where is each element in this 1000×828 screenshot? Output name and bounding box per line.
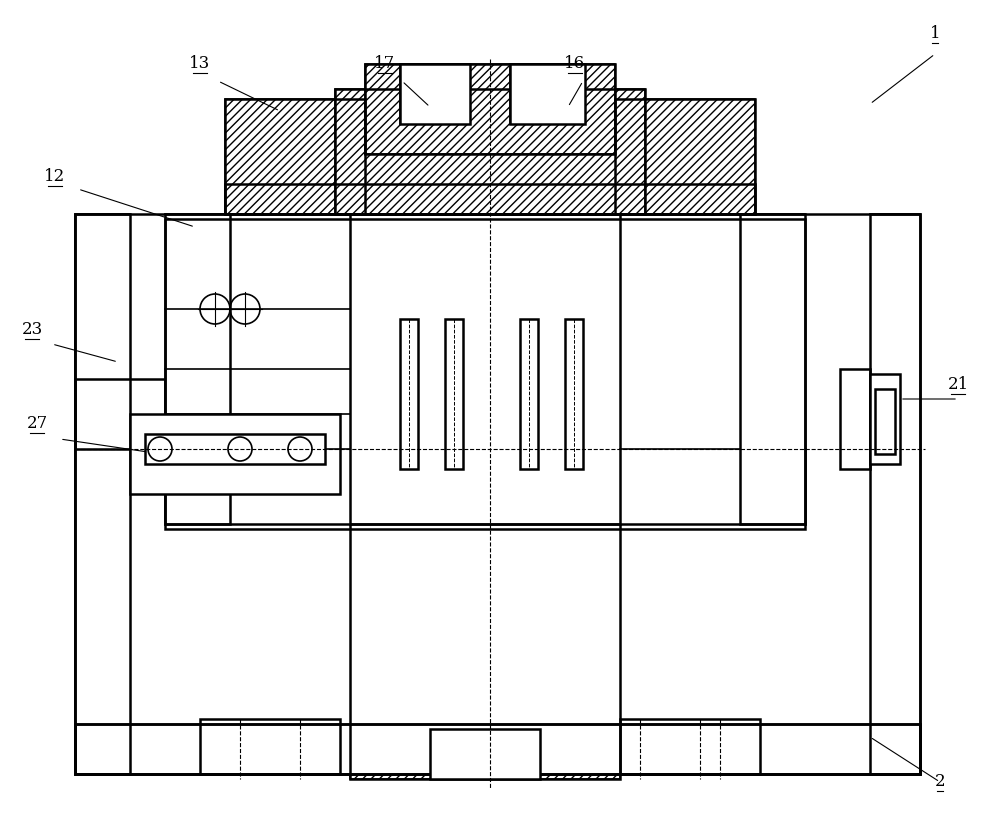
Text: 16: 16 [564,55,586,72]
Bar [130,415,340,494]
Bar [400,65,470,125]
Bar [165,450,805,529]
Bar [510,65,585,125]
Bar [225,100,365,214]
Bar [225,185,755,214]
Bar [400,65,470,125]
Bar [350,214,620,524]
Bar [75,724,920,774]
Text: 2: 2 [935,772,945,789]
Bar [165,214,230,524]
Bar [840,369,870,469]
Bar [870,214,920,774]
Bar [75,214,920,774]
Bar [875,389,895,455]
Text: 12: 12 [44,168,66,185]
Bar [520,320,538,469]
Text: 13: 13 [189,55,211,72]
Bar [350,460,620,779]
Bar [75,724,920,774]
Bar [365,65,615,155]
Bar [225,100,365,214]
Bar [200,720,340,774]
Bar [165,450,805,529]
Text: 21: 21 [947,376,969,392]
Bar [365,65,615,155]
Bar [870,214,920,774]
Bar [335,90,645,214]
Bar [430,729,540,779]
Bar [565,320,583,469]
Bar [875,389,895,455]
Bar [510,65,585,125]
Bar [615,100,755,214]
Bar [350,460,620,779]
Bar [350,214,620,524]
Bar [445,320,463,469]
Bar [200,720,340,774]
Text: 17: 17 [374,55,396,72]
Bar [740,214,805,524]
Bar [75,214,130,774]
Bar [335,90,645,214]
Bar [165,219,805,524]
Bar [615,100,755,214]
Bar [165,214,230,524]
Bar [400,320,418,469]
Bar [75,379,165,450]
Bar [145,435,325,465]
Text: 27: 27 [26,415,48,431]
Bar [870,374,900,465]
Text: 1: 1 [930,25,940,42]
Text: 23: 23 [21,320,43,338]
Bar [75,724,920,774]
Bar [75,379,165,450]
Bar [75,214,130,774]
Bar [225,185,755,214]
Bar [620,720,760,774]
Bar [75,724,920,774]
Bar [840,369,870,469]
Bar [620,720,760,774]
Bar [740,214,805,524]
